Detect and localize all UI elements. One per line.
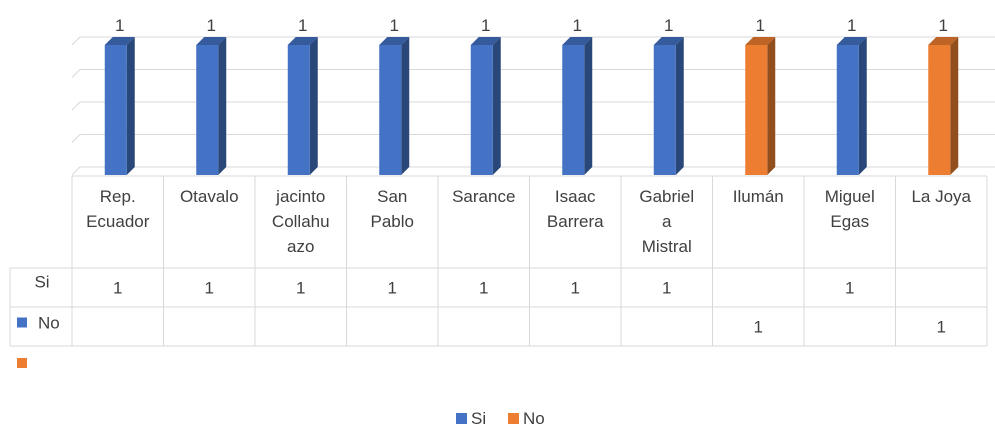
gridline: [71, 166, 995, 176]
legend-label-no: No: [523, 409, 545, 428]
table-cell: 1: [571, 279, 580, 298]
bar-no: [928, 37, 959, 175]
category-label: Otavalo: [180, 187, 239, 206]
data-label: 1: [481, 16, 490, 35]
category-label: Miguel Egas: [825, 187, 875, 231]
bars: [104, 37, 959, 175]
data-label: 1: [939, 16, 948, 35]
bar-no: [745, 37, 776, 175]
data-label: 1: [207, 16, 216, 35]
category-label: Gabriel a Mistral: [639, 187, 694, 256]
category-label: Sarance: [452, 187, 515, 206]
bar-si: [104, 37, 135, 175]
data-labels: 1 1 1 1 1 1 1 1 1 1: [115, 16, 948, 35]
table-cell: 1: [205, 279, 214, 298]
data-label: 1: [664, 16, 673, 35]
category-label: Isaac Barrera: [547, 187, 604, 231]
bar-si: [836, 37, 867, 175]
table-cell: 1: [388, 279, 397, 298]
category-label: San Pablo: [371, 187, 414, 231]
gridline: [71, 36, 995, 46]
bar-si: [287, 37, 318, 175]
category-label: jacinto Collahu azo: [272, 187, 330, 256]
bar-si: [470, 37, 501, 175]
legend: Si No: [456, 409, 545, 428]
table-cell: 1: [845, 279, 854, 298]
row-key-no: [17, 358, 27, 368]
data-label: 1: [298, 16, 307, 35]
table-cell: 1: [937, 318, 946, 337]
table-cell: 1: [754, 318, 763, 337]
category-label: Ilumán: [733, 187, 784, 206]
bar-si: [562, 37, 593, 175]
data-label: 1: [573, 16, 582, 35]
gridline: [71, 134, 995, 143]
category-label: Rep. Ecuador: [86, 187, 150, 231]
row-label-si: Si: [34, 273, 49, 292]
bar-si: [196, 37, 227, 175]
gridlines: [71, 36, 995, 176]
legend-swatch-no: [508, 413, 519, 424]
row-key-si: [17, 317, 27, 328]
bar-si: [653, 37, 684, 175]
table-cell: 1: [479, 279, 488, 298]
table-cell: 1: [296, 279, 305, 298]
category-label: La Joya: [911, 187, 971, 206]
table-cell: 1: [662, 279, 671, 298]
data-label: 1: [847, 16, 856, 35]
data-label: 1: [390, 16, 399, 35]
bar-si: [379, 37, 410, 175]
gridline: [71, 69, 995, 78]
data-label: 1: [115, 16, 124, 35]
table-cell: 1: [113, 279, 122, 298]
legend-label-si: Si: [471, 409, 486, 428]
data-table: Rep. Ecuador Otavalo jacinto Collahu azo San Pa…: [9, 175, 988, 368]
gridline: [71, 101, 995, 111]
row-label-no: No: [38, 314, 60, 333]
data-label: 1: [756, 16, 765, 35]
legend-swatch-si: [456, 413, 467, 424]
